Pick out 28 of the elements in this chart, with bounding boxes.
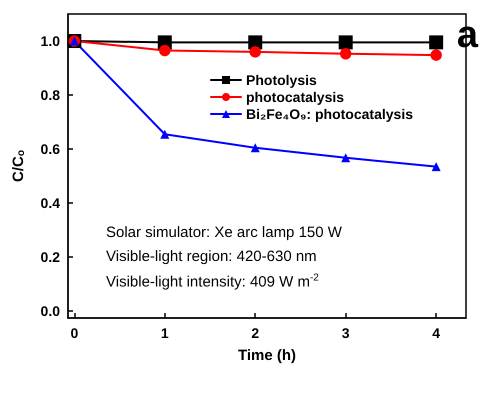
point: [160, 130, 170, 139]
y-tick-label: 0.6: [40, 141, 60, 158]
y-tick-label: 0.2: [40, 249, 60, 266]
y-tick-label: 1.0: [40, 33, 60, 50]
x-tick-label: 2: [251, 325, 260, 341]
point: [341, 153, 350, 162]
legend-label: Bi₂Fe₄O₉: photocatalysis: [246, 106, 414, 122]
point: [340, 48, 352, 60]
point: [430, 49, 442, 61]
point: [338, 35, 353, 50]
point: [429, 35, 444, 50]
x-tick-label: 3: [342, 325, 350, 341]
y-tick-label: 0.0: [40, 303, 60, 320]
point: [432, 162, 441, 172]
legend-label: Photolysis: [246, 72, 318, 88]
point: [250, 143, 260, 152]
annotation: Visible-light region: 420-630 nm: [106, 248, 317, 265]
point: [159, 44, 171, 56]
legend-label: photocatalysis: [246, 89, 344, 105]
x-axis-title: Time (h): [238, 347, 296, 364]
y-tick-label: 0.4: [40, 195, 60, 212]
x-tick-label: 1: [160, 325, 169, 341]
x-tick-label: 4: [432, 325, 440, 341]
y-tick-label: 0.8: [40, 87, 60, 104]
x-tick-label: 0: [70, 325, 78, 341]
point: [250, 46, 261, 58]
annotation: Solar simulator: Xe arc lamp 150 W: [106, 224, 343, 241]
y-axis-title: C/Cₒ: [10, 150, 27, 182]
